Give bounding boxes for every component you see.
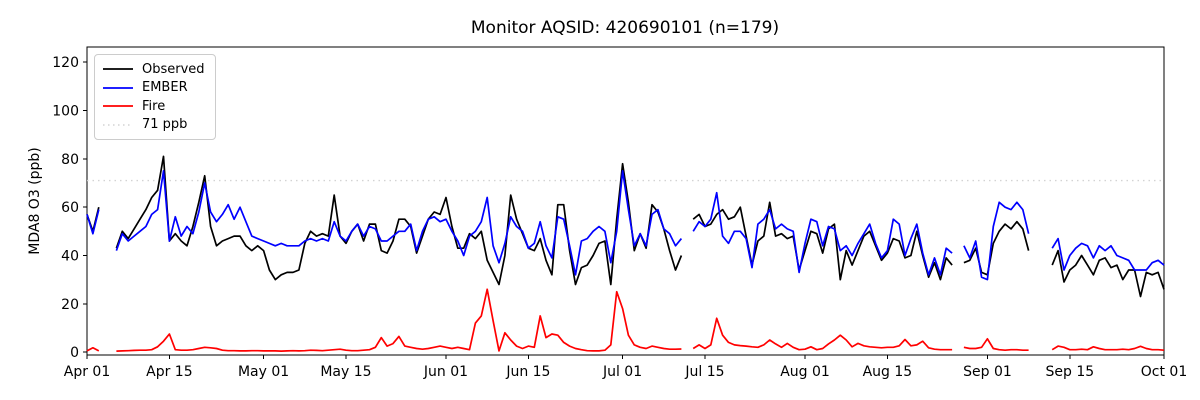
y-tick-label: 80: [61, 152, 79, 168]
chart-title: Monitor AQSID: 420690101 (n=179): [471, 18, 779, 38]
ember-line-swatch-icon: [103, 86, 133, 89]
legend-label-fire: Fire: [142, 98, 166, 114]
x-tick-label: May 01: [238, 364, 289, 380]
x-tick-label: Oct 01: [1141, 364, 1187, 380]
legend-item-observed: Observed: [103, 62, 207, 77]
x-tick-label: Sep 01: [963, 364, 1012, 380]
y-tick-label: 40: [61, 248, 79, 264]
observed-line-swatch-icon: [103, 68, 133, 71]
y-tick-label: 100: [52, 104, 79, 120]
x-axis-ticks: Apr 01 Apr 15 May 01 May 15 Jun 01 Jun 15 Jul …: [64, 355, 1187, 380]
legend: Observed EMBER Fire 71 ppb: [94, 54, 216, 140]
x-tick-label: Jul 15: [684, 364, 724, 380]
y-axis-label: MDA8 O3 (ppb): [27, 147, 43, 255]
series-lines-group: [86, 155, 1165, 352]
x-tick-label: Jun 01: [423, 364, 468, 380]
fire-line: [86, 288, 1165, 352]
y-tick-label: 120: [52, 55, 79, 71]
legend-item-threshold: 71 ppb: [103, 117, 207, 132]
legend-label-observed: Observed: [142, 61, 205, 77]
threshold-dotted-swatch-icon: [103, 124, 133, 126]
x-tick-label: Apr 01: [64, 364, 110, 380]
y-tick-label: 0: [70, 345, 79, 361]
ember-line: [86, 170, 1165, 281]
y-tick-label: 20: [61, 297, 79, 313]
legend-label-ember: EMBER: [142, 80, 188, 96]
fire-line-swatch-icon: [103, 105, 133, 108]
x-tick-label: May 15: [320, 364, 371, 380]
y-axis-ticks: 0 20 40 60 80 100 120: [52, 55, 87, 361]
x-tick-label: Jul 01: [602, 364, 642, 380]
plot-area: [86, 46, 1165, 356]
x-tick-label: Apr 15: [146, 364, 192, 380]
x-tick-label: Jun 15: [505, 364, 550, 380]
y-tick-label: 60: [61, 200, 79, 216]
legend-item-fire: Fire: [103, 99, 207, 114]
legend-item-ember: EMBER: [103, 80, 207, 95]
x-tick-label: Aug 15: [863, 364, 913, 380]
legend-label-threshold: 71 ppb: [142, 117, 188, 133]
x-tick-label: Sep 15: [1046, 364, 1095, 380]
x-tick-label: Aug 01: [780, 364, 830, 380]
